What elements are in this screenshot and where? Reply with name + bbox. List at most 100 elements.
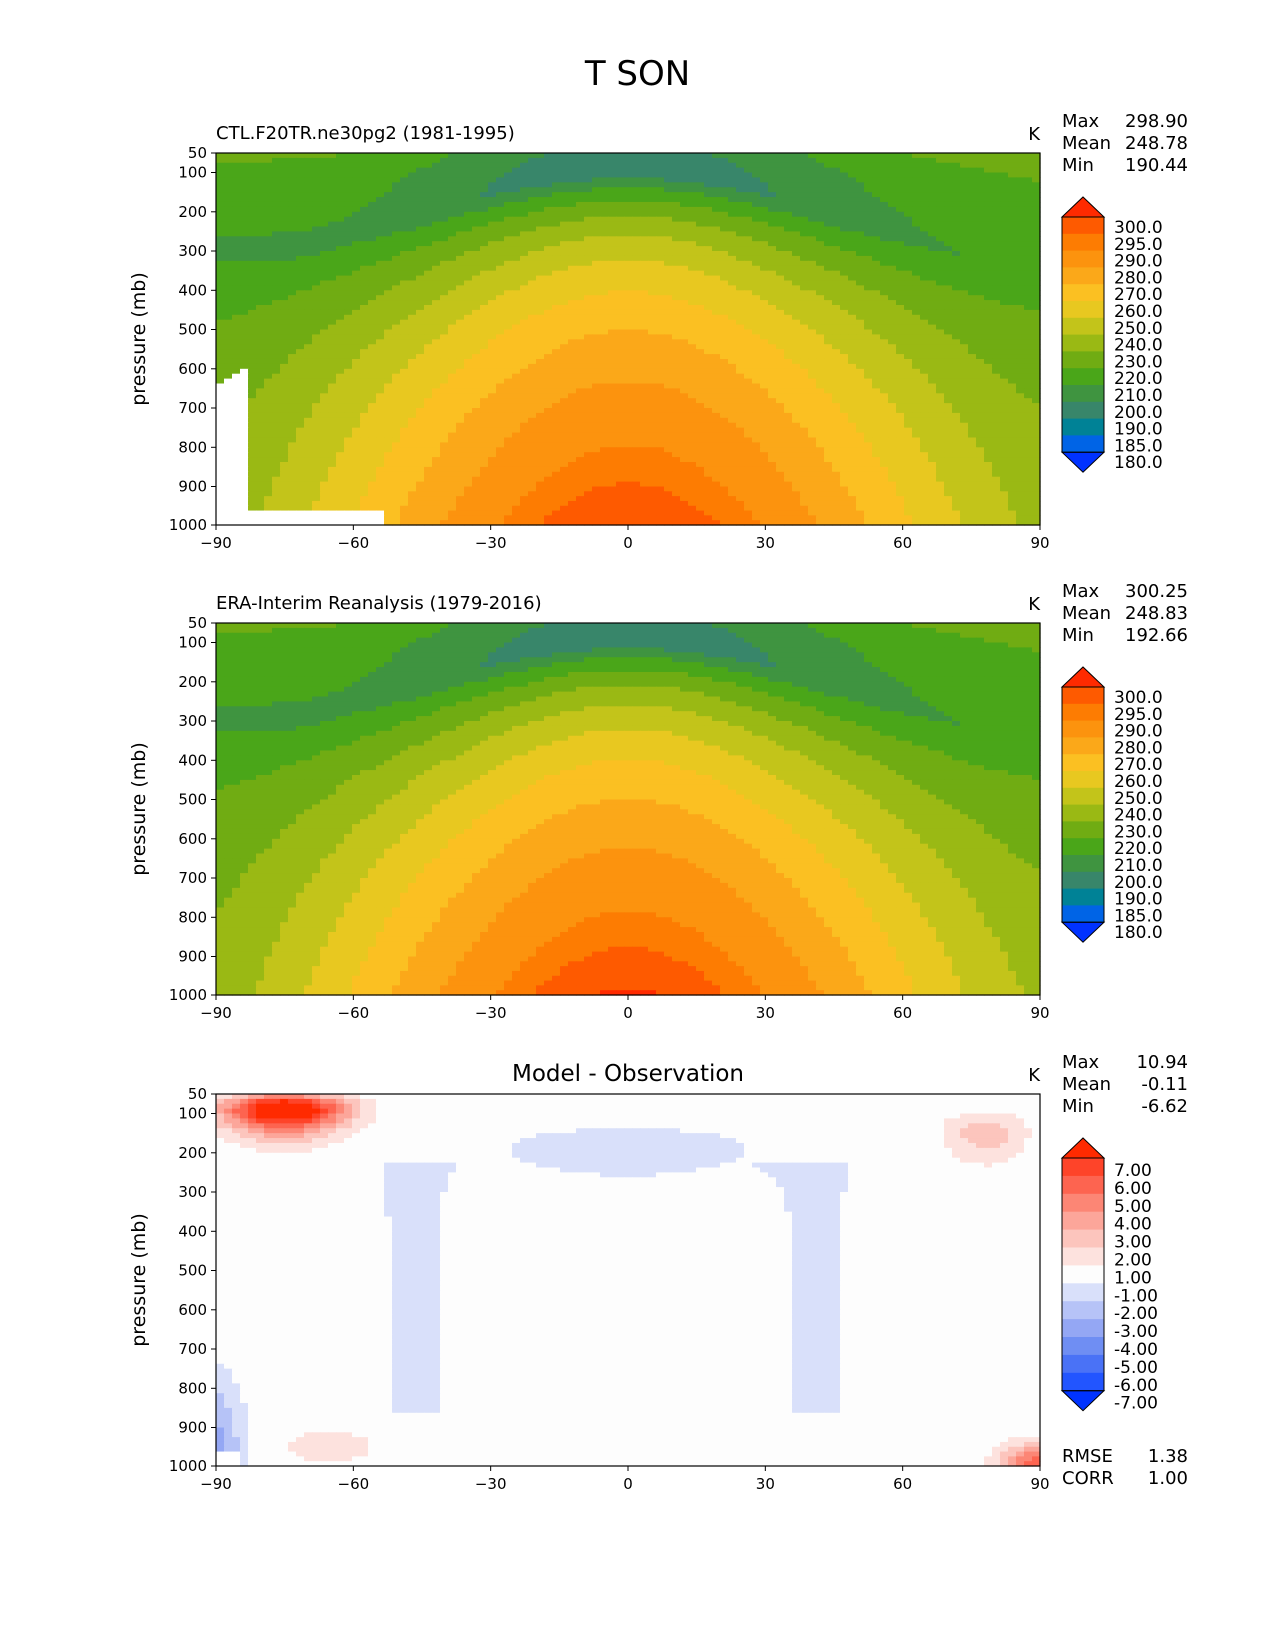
units-label: K [1028,594,1041,615]
field-0 [216,153,1041,526]
stat-value: 192.66 [1125,625,1188,646]
stat-value: 10.94 [1136,1052,1188,1073]
colorbar-bin [1062,335,1104,352]
stat-label: Min [1062,625,1094,646]
stat-label: Mean [1062,1074,1111,1095]
y-tick-label: 600 [178,830,207,848]
x-tick-label: 60 [893,1004,912,1022]
colorbar-bin [1062,1248,1104,1266]
colorbar-1: 300.0295.0290.0280.0270.0260.0250.0240.0… [1062,667,1163,943]
colorbar-bin [1062,771,1104,788]
y-tick-label: 400 [178,1222,207,1240]
colorbar-bin [1062,1355,1104,1373]
colorbar-label: -7.00 [1114,1394,1158,1414]
y-tick-label: 600 [178,360,207,378]
x-tick-label: −60 [338,534,370,552]
x-tick-label: −60 [338,1475,370,1493]
colorbar-bin [1062,737,1104,754]
colorbar-bin [1062,855,1104,872]
colorbar-bin [1062,1301,1104,1319]
colorbar-label: 180.0 [1114,453,1163,473]
x-tick-label: −90 [200,1004,232,1022]
y-tick-label: 700 [178,869,207,887]
y-tick-label: 700 [178,1340,207,1358]
colorbar-bin [1062,318,1104,335]
colorbar-2: 7.006.005.004.003.002.001.00-1.00-2.00-3… [1062,1138,1158,1414]
colorbar-label: 180.0 [1114,923,1163,943]
colorbar-bin [1062,872,1104,889]
y-tick-label: 1000 [169,986,207,1004]
y-tick-label: 500 [178,321,207,339]
colorbar-bin [1062,1373,1104,1391]
colorbar-bin [1062,821,1104,838]
y-tick-label: 500 [178,1262,207,1280]
stat-label: Mean [1062,603,1111,624]
colorbar-bin [1062,217,1104,234]
colorbar-extend-min [1062,452,1104,472]
y-tick-label: 500 [178,791,207,809]
y-tick-label: 800 [178,1379,207,1397]
y-axis-label: pressure (mb) [128,1213,150,1347]
stat-label: Min [1062,1096,1094,1117]
colorbar-bin [1062,351,1104,368]
colorbar-bin [1062,301,1104,318]
stat-label: Max [1062,111,1100,132]
stat-value: 190.44 [1125,155,1188,176]
colorbar-bin [1062,385,1104,402]
stat-value: 248.83 [1125,603,1188,624]
colorbar-bin [1062,838,1104,855]
colorbar-extend-min [1062,1391,1104,1411]
colorbar-extend-max [1062,667,1104,687]
x-tick-label: −30 [475,1475,507,1493]
colorbar-bin [1062,251,1104,268]
x-tick-label: 60 [893,534,912,552]
colorbar-bin [1062,234,1104,251]
stat-label: Mean [1062,133,1111,154]
y-tick-label: 50 [188,144,207,162]
field-2 [216,1094,1041,1467]
colorbar-bin [1062,1337,1104,1355]
x-tick-label: −30 [475,1004,507,1022]
x-tick-label: 30 [756,1475,775,1493]
colorbar-bin [1062,1176,1104,1194]
colorbar-bin [1062,284,1104,301]
colorbar-0: 300.0295.0290.0280.0270.0260.0250.0240.0… [1062,197,1163,473]
colorbar-bin [1062,754,1104,771]
figure-canvas: 501002003004005006007008009001000−90 −60−… [0,0,1275,1650]
colorbar-bin [1062,905,1104,922]
stat-label: Max [1062,1052,1100,1073]
y-tick-label: 200 [178,203,207,221]
y-tick-label: 800 [178,908,207,926]
panel-title: Model - Observation [512,1061,744,1087]
colorbar-bin [1062,1212,1104,1230]
y-tick-label: 600 [178,1301,207,1319]
units-label: K [1028,1065,1041,1086]
y-tick-label: 800 [178,438,207,456]
stat-value: 1.00 [1148,1468,1188,1489]
colorbar-extend-max [1062,1138,1104,1158]
colorbar-bin [1062,402,1104,419]
x-tick-label: 30 [756,1004,775,1022]
x-tick-label: −60 [338,1004,370,1022]
x-tick-label: 0 [623,1004,633,1022]
y-tick-label: 700 [178,399,207,417]
y-tick-label: 1000 [169,516,207,534]
colorbar-bin [1062,805,1104,822]
colorbar-bin [1062,889,1104,906]
y-tick-label: 50 [188,614,207,632]
y-tick-label: 200 [178,673,207,691]
y-tick-label: 300 [178,242,207,260]
colorbar-bin [1062,368,1104,385]
y-tick-label: 400 [178,751,207,769]
colorbar-bin [1062,419,1104,436]
x-tick-label: 90 [1030,534,1049,552]
colorbar-bin [1062,788,1104,805]
colorbar-bin [1062,1230,1104,1248]
colorbar-bin [1062,1265,1104,1283]
y-tick-label: 400 [178,281,207,299]
y-axis-label: pressure (mb) [128,742,150,876]
units-label: K [1028,124,1041,145]
y-tick-label: 300 [178,1183,207,1201]
colorbar-bin [1062,435,1104,452]
colorbar-bin [1062,721,1104,738]
